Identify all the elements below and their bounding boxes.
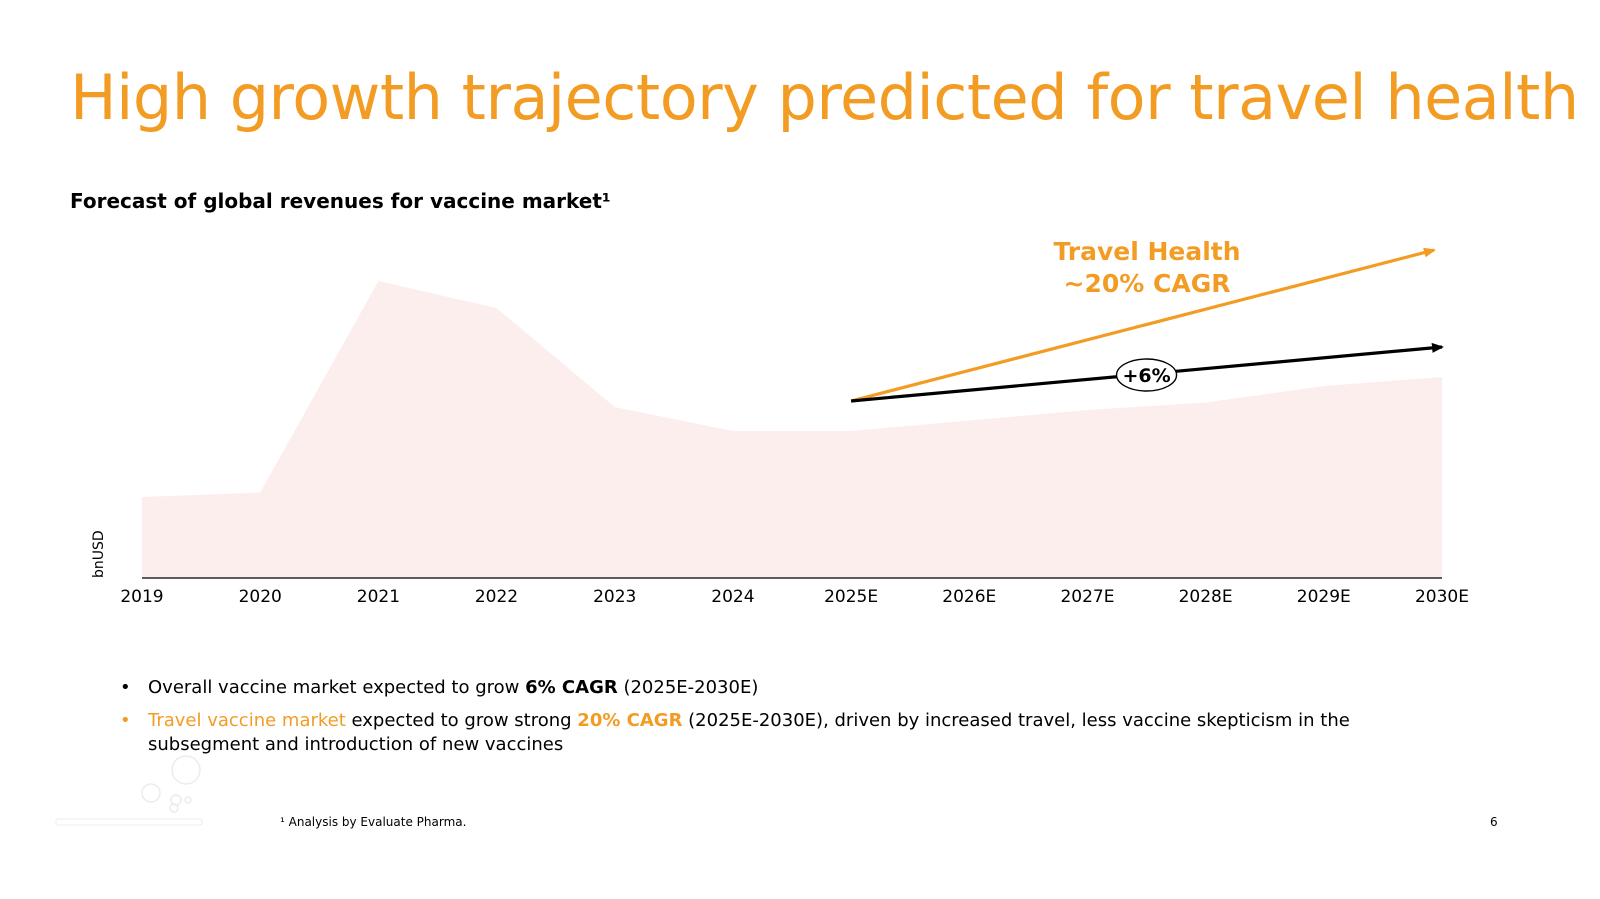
bullet-text: (2025E-2030E), driven by increased trave… (148, 710, 1350, 755)
vaccine-revenue-chart: 2019 2020 2021 2022 2023 2024 2025E 2026E 2027E 2… (91, 237, 1469, 607)
x-tick-label: 2024 (711, 587, 754, 607)
y-axis-label-group: bnUSD (91, 530, 107, 578)
area-series (142, 281, 1442, 578)
x-tick-label: 2030E (1415, 587, 1469, 607)
bullet-travel-market: • Travel vaccine market expected to grow… (120, 709, 1450, 757)
bullet-text: (2025E-2030E) (617, 677, 759, 698)
footnote: ¹ Analysis by Evaluate Pharma. (280, 815, 467, 829)
travel-health-label-line: Travel Health (1053, 237, 1240, 266)
bullet-accent-lead: Travel vaccine market (148, 710, 346, 731)
bullet-dot-icon: • (120, 677, 131, 698)
page-number: 6 (1490, 815, 1498, 829)
bullet-text: expected to grow strong (345, 710, 578, 731)
travel-health-label-line: ~20% CAGR (1064, 269, 1231, 298)
x-tick-label: 2025E (824, 587, 878, 607)
x-tick-label: 2022 (475, 587, 518, 607)
bullet-text: Overall vaccine market expected to grow (148, 677, 526, 698)
key-points-list: • Overall vaccine market expected to gro… (120, 676, 1450, 766)
x-tick-labels: 2019 2020 2021 2022 2023 2024 2025E 2026E 2027E 2… (120, 587, 1469, 607)
overall-market-label-ellipse (1115, 358, 1178, 392)
x-tick-label: 2021 (357, 587, 400, 607)
y-axis-label: bnUSD (91, 530, 107, 578)
page-title: High growth trajectory predicted for tra… (70, 61, 1579, 134)
bullet-dot-icon: • (120, 710, 131, 731)
x-tick-label: 2026E (942, 587, 996, 607)
company-logo (55, 755, 203, 826)
x-tick-label: 2019 (120, 587, 163, 607)
x-tick-label: 2028E (1179, 587, 1233, 607)
bullet-overall-market: • Overall vaccine market expected to gro… (120, 676, 1450, 700)
travel-health-arrow (850, 247, 1436, 403)
chart-title: Forecast of global revenues for vaccine … (70, 189, 611, 213)
cagr-annotations: Travel Health ~20% CAGR +6% (850, 237, 1444, 403)
x-tick-label: 2027E (1060, 587, 1114, 607)
x-tick-label: 2020 (239, 587, 282, 607)
x-tick-label: 2029E (1297, 587, 1351, 607)
bullet-highlight: 20% CAGR (577, 710, 683, 731)
x-tick-label: 2023 (593, 587, 636, 607)
overall-market-label: +6% (1122, 365, 1170, 387)
revenue-area (142, 281, 1442, 578)
bullet-highlight: 6% CAGR (525, 677, 618, 698)
